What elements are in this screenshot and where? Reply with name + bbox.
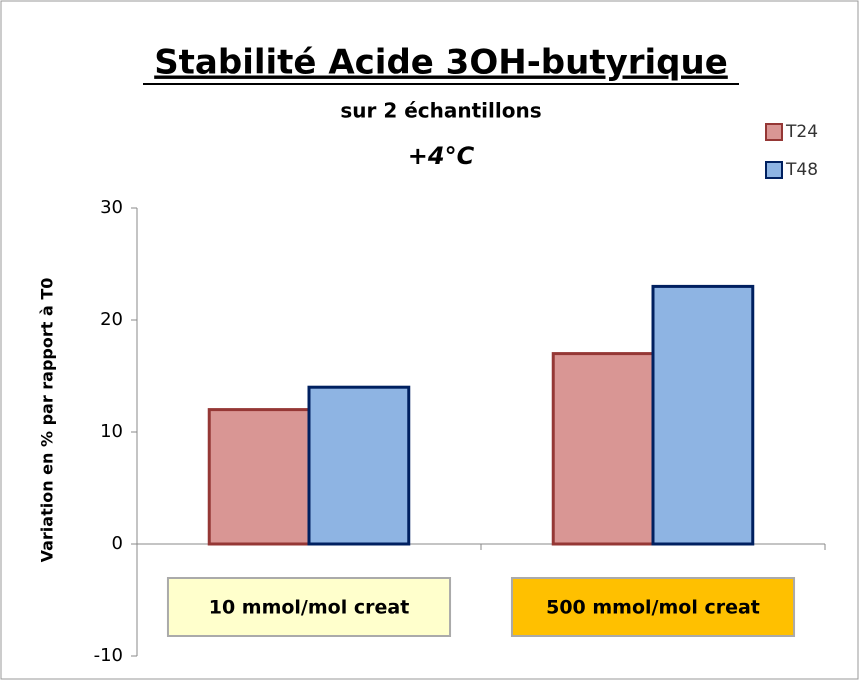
legend-swatch [765,123,783,141]
x-tick-label: 500 mmol/mol creat [546,597,760,619]
chart-subtitle: sur 2 échantillons [340,99,541,123]
y-tick-label: 20 [100,309,123,330]
bar [307,385,411,546]
legend-label: T48 [785,160,818,180]
annotation: +4°C [408,142,475,170]
bar [551,352,655,546]
y-tick-label: 0 [112,533,123,554]
chart-title: Stabilité Acide 3OH-butyrique [154,43,728,83]
category-box [166,577,452,637]
y-tick-label: 10 [100,421,123,442]
x-tick-label: 10 mmol/mol creat [209,597,410,619]
y-tick-label: -10 [94,645,123,666]
bar [207,408,311,546]
bar [651,284,755,546]
y-tick-label: 30 [100,197,123,218]
y-axis-label: Variation en % par rapport à T0 [38,278,57,563]
category-box [510,577,796,637]
legend-swatch [765,161,783,179]
legend-label: T24 [785,122,818,142]
